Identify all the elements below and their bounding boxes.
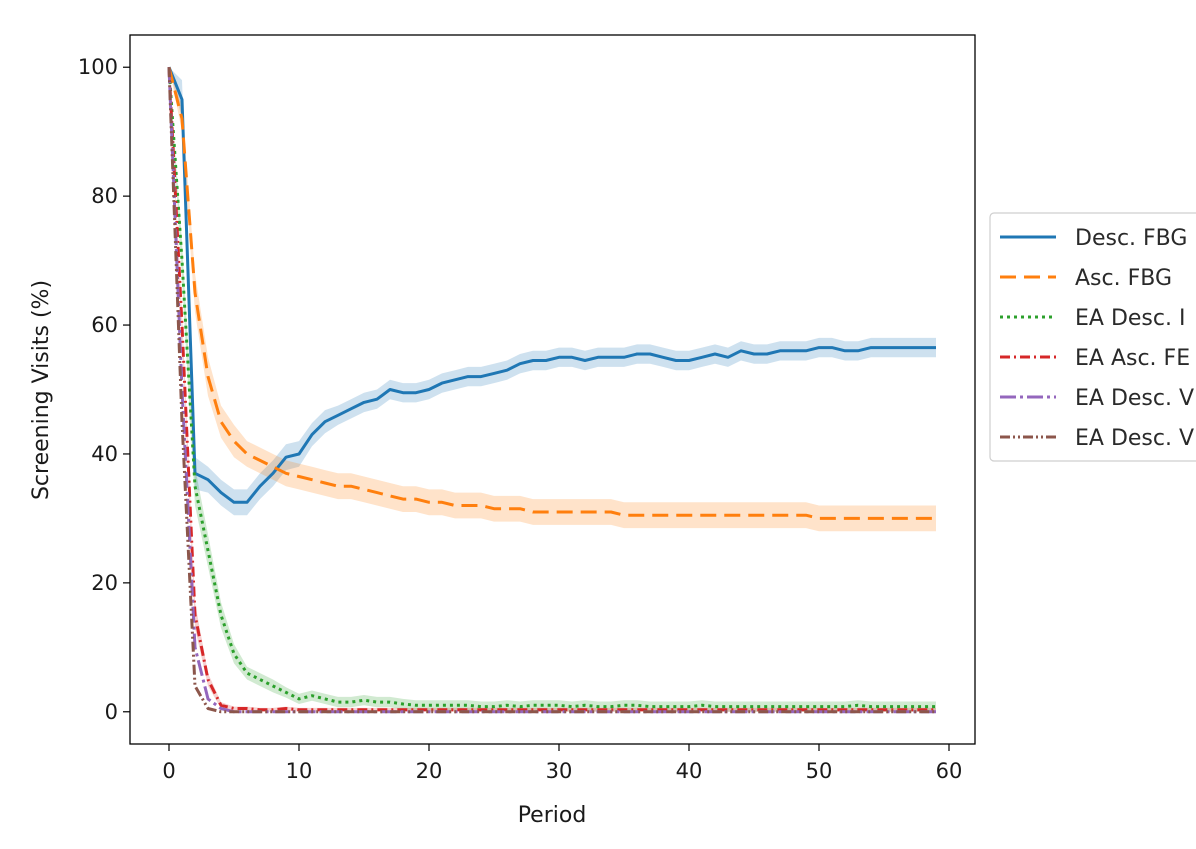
series-line-ea-asc-fbg (167, 67, 936, 712)
legend: Desc. FBG Asc. FBG EA Desc. I EA Asc. FE EA … (989, 212, 1196, 462)
series-line-ea-desc-fbg (167, 67, 936, 709)
series-lines (167, 66, 936, 714)
series-line-asc-fbg (167, 66, 936, 520)
legend-label-ea-desc-fbg: EA Desc. I (1075, 306, 1185, 331)
y-tick-label: 100 (78, 55, 118, 79)
legend-label-desc-fbg: Desc. FBG (1075, 226, 1187, 251)
x-tick-label: 0 (162, 759, 175, 783)
y-tick-label: 20 (91, 571, 118, 595)
legend-label-ea-asc-fbg: EA Asc. FE (1075, 346, 1190, 371)
x-tick-label: 60 (936, 759, 963, 783)
legend-label-ea-desc-v: EA Desc. V (1075, 386, 1194, 411)
series-line-ea-desc-v (167, 67, 936, 714)
y-tick-label: 80 (91, 184, 118, 208)
legend-box (989, 212, 1196, 462)
x-axis-ticks: 0 10 20 30 40 50 60 (162, 744, 962, 783)
x-tick-label: 20 (416, 759, 443, 783)
x-tick-label: 10 (286, 759, 313, 783)
plot-frame (129, 34, 976, 745)
y-tick-label: 40 (91, 442, 118, 466)
band-desc-fbg (169, 67, 936, 516)
band-ea-asc-fbg (169, 67, 936, 712)
confidence-bands (169, 67, 936, 712)
band-ea-desc-fbg (169, 67, 936, 712)
legend-label-ea-desc-v-2: EA Desc. V (1075, 426, 1194, 451)
series-line-ea-desc-v-2 (167, 67, 936, 714)
y-axis-label: Screening Visits (%) (29, 280, 54, 500)
x-axis-label: Period (518, 803, 587, 828)
series-line-desc-fbg (167, 66, 936, 504)
x-tick-label: 40 (676, 759, 703, 783)
y-axis-ticks: 0 20 40 60 80 100 (78, 55, 130, 724)
legend-label-asc-fbg: Asc. FBG (1075, 266, 1172, 291)
x-tick-label: 30 (546, 759, 573, 783)
y-tick-label: 60 (91, 313, 118, 337)
y-tick-label: 0 (105, 700, 118, 724)
x-tick-label: 50 (806, 759, 833, 783)
